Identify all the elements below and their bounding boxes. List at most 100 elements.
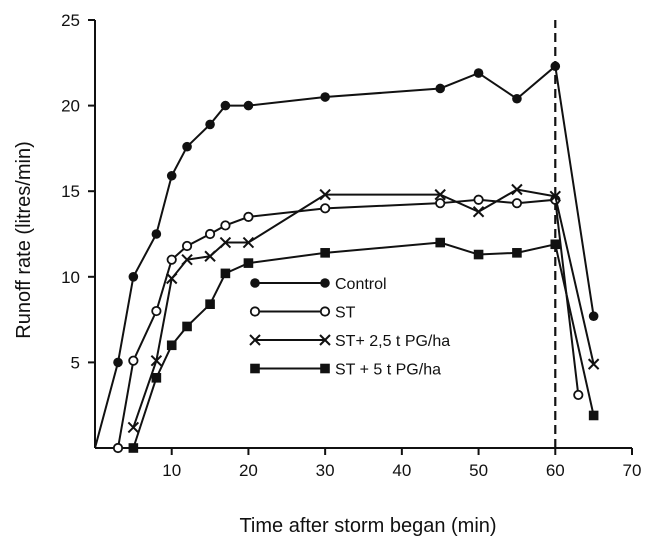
legend-item-0: Control [250,276,387,293]
point-marker [112,442,124,454]
point-marker [204,228,216,240]
point-marker [128,355,139,366]
point-marker [151,305,162,317]
series-layer [94,61,600,454]
series-2 [127,183,600,434]
legend: Control ST ST+ 2,5 t PG/ha ST + 5 t PG/ha [249,276,450,379]
point-marker [220,100,231,111]
point-marker [243,100,254,111]
point-marker [473,194,484,205]
point-marker [473,68,484,78]
point-marker [588,311,599,321]
point-marker [166,272,178,285]
marker-stroke [511,183,523,196]
x-tick-label: 70 [623,461,642,480]
series-1 [112,194,584,454]
y-tick-label: 25 [61,11,80,30]
point-marker [511,183,523,196]
x-tick-label: 30 [316,461,335,480]
point-marker [250,363,260,374]
point-marker [588,410,599,421]
x-tick-label: 50 [469,461,488,480]
series-line [117,198,580,449]
x-tick-label: 60 [546,461,565,480]
marker-stroke [166,272,178,285]
legend-label: ST + 5 t PG/ha [335,362,441,379]
x-tick-label: 40 [392,461,411,480]
marker-stroke [249,334,261,346]
point-marker [150,354,163,367]
point-marker [512,93,522,104]
point-marker [320,278,330,288]
point-marker [181,253,193,266]
point-marker [435,83,446,94]
point-marker [220,220,231,231]
series-line [132,188,595,428]
point-marker [320,92,330,102]
marker-stroke [319,188,331,201]
point-marker [113,357,123,368]
point-marker [242,236,255,249]
point-marker [151,229,162,239]
y-tick-label: 5 [71,353,80,372]
marker-stroke [587,358,600,370]
marker-stroke [204,250,216,262]
point-marker [128,272,139,282]
marker-stroke [549,190,561,203]
marker-stroke [319,334,331,346]
point-marker [243,211,254,222]
point-marker [435,198,446,209]
legend-item-2: ST+ 2,5 t PG/ha [249,333,450,350]
point-marker [320,363,330,374]
point-marker [151,373,162,383]
point-marker [472,206,485,218]
marker-stroke [219,236,232,249]
point-marker [205,119,215,130]
marker-stroke [242,236,255,249]
y-tick-label: 10 [61,268,80,287]
point-marker [320,248,330,258]
x-tick-label: 20 [239,461,258,480]
point-marker [166,254,177,265]
point-marker [319,334,331,346]
y-axis-title: Runoff rate (litres/min) [13,141,35,338]
point-marker [243,258,254,268]
legend-label: ST [335,305,356,322]
point-marker [127,421,140,434]
x-axis-title: Time after storm began (min) [239,515,496,537]
marker-stroke [181,253,193,266]
legend-label: Control [335,276,387,293]
point-marker [473,249,484,260]
x-tick-label: 10 [162,461,181,480]
marker-stroke [434,188,446,201]
point-marker [587,358,600,370]
point-marker [320,203,331,214]
point-marker [319,188,331,201]
y-tick-label: 15 [61,182,80,201]
legend-label: ST+ 2,5 t PG/ha [335,333,450,350]
point-marker [550,239,561,250]
point-marker [512,248,522,258]
marker-stroke [472,206,485,218]
legend-item-3: ST + 5 t PG/ha [250,362,441,379]
point-marker [550,61,561,72]
point-marker [182,321,192,332]
point-marker [219,236,232,249]
point-marker [220,268,231,279]
legend-item-1: ST [249,305,356,322]
point-marker [205,299,215,309]
point-marker [182,141,192,152]
point-marker [319,306,331,317]
point-marker [549,190,561,203]
point-marker [166,170,177,181]
point-marker [204,250,216,262]
series-3 [128,237,599,453]
point-marker [435,237,446,248]
marker-stroke [127,421,140,434]
point-marker [166,340,177,351]
series-0 [94,61,599,449]
marker-stroke [150,354,163,367]
y-tick-label: 20 [61,97,80,116]
point-marker [181,240,193,252]
